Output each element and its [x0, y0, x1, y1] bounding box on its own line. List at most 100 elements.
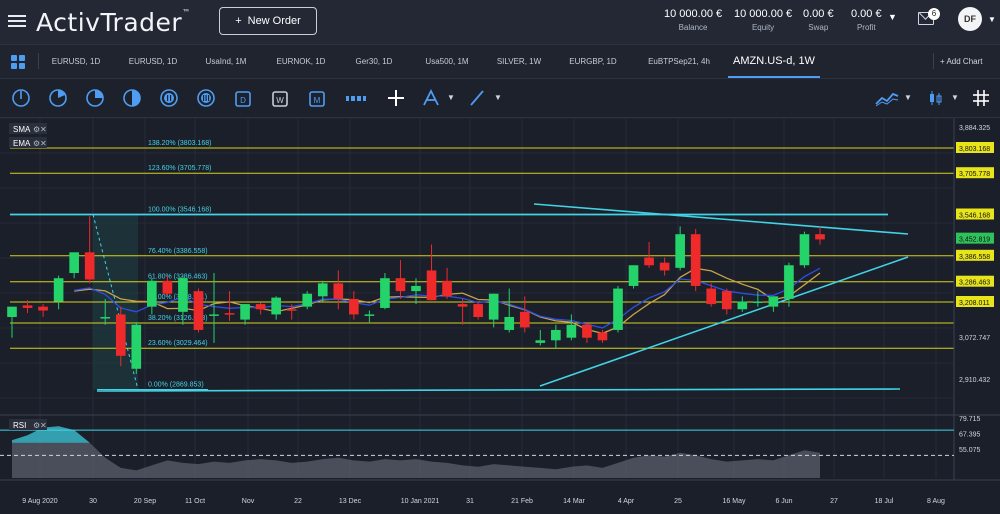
rsi-close-icon: ✕ — [40, 421, 47, 430]
candle-down — [721, 291, 732, 310]
trend-lines — [96, 203, 909, 392]
tab-ger30-1d[interactable]: Ger30, 1D — [355, 57, 393, 66]
price-tag-label: 3,803.168 — [959, 146, 990, 153]
pie-quarter-icon[interactable] — [84, 87, 106, 109]
top-bar: ActivTrader™ + New Order 10 000.00 € Bala… — [0, 0, 1000, 45]
circle-bars-2-icon[interactable] — [195, 87, 217, 109]
sma-close-icon[interactable]: ✕ — [40, 125, 47, 134]
half-circle-icon[interactable] — [121, 87, 143, 109]
price-axis: 3,884.325 3,803.168 3,705.778 3,546.168 3,45… — [953, 118, 994, 480]
candle-up — [753, 301, 763, 303]
candle-up — [100, 317, 111, 319]
ema-tag[interactable] — [9, 137, 47, 148]
candle-up — [240, 304, 250, 320]
pitchfork-dropdown-icon[interactable]: ▼ — [447, 93, 455, 102]
price-tag — [956, 167, 994, 179]
price-tag — [956, 249, 994, 261]
tab-usaind-1m[interactable]: UsaInd, 1M — [205, 57, 247, 66]
candle-down — [22, 305, 33, 308]
tab-eurgbp-1d[interactable]: EURGBP, 1D — [569, 57, 617, 66]
profit-dropdown-icon[interactable]: ▼ — [888, 12, 897, 22]
candle-down — [38, 306, 48, 311]
ema-label: EMA — [13, 139, 31, 148]
fib-level-label: 76.40% (3386.558) — [148, 248, 208, 255]
tab-eubtpsep21-4h[interactable]: EuBTPSep21, 4h — [648, 57, 710, 66]
fib-level-label: 0.00% (2869.853) — [148, 382, 204, 389]
ema-close-icon[interactable]: ✕ — [40, 139, 47, 148]
svg-text:D: D — [240, 96, 246, 105]
candle-up — [209, 314, 219, 316]
candle-down — [473, 304, 483, 318]
crosshair-icon[interactable] — [10, 87, 32, 109]
candle-up — [551, 329, 561, 341]
tab-eurusd-1d-2[interactable]: EURUSD, 1D — [128, 57, 178, 66]
candle-down — [84, 252, 95, 280]
tab-divider — [933, 53, 934, 69]
layout-grid-icon[interactable] — [11, 55, 25, 69]
rsi-tag — [9, 419, 47, 430]
balance-metric: 10 000.00 € Balance — [664, 8, 723, 32]
sma-gear-icon[interactable]: ⚙ — [33, 125, 40, 134]
candle-down — [582, 324, 592, 338]
candle-up — [69, 252, 79, 274]
time-axis-label: 8 Aug — [927, 498, 945, 505]
time-axis-label: 21 Feb — [511, 498, 533, 505]
price-axis-label: 3,884.325 — [959, 125, 990, 132]
candle-down — [442, 280, 452, 297]
avatar[interactable]: DF — [958, 7, 982, 31]
time-axis-label: 6 Jun — [775, 498, 792, 505]
fib-level-label: 138.20% (3803.168) — [148, 140, 211, 147]
pitchfork-icon[interactable] — [420, 87, 442, 109]
calendar-m-icon[interactable]: M — [306, 87, 328, 109]
rsi-axis-label: 79.715 — [959, 416, 981, 423]
bar-pattern-icon[interactable] — [343, 87, 369, 109]
candle-down — [395, 278, 406, 292]
support-trendline — [539, 256, 909, 387]
base-line — [96, 388, 901, 392]
candle-up — [768, 296, 779, 307]
hamburger-menu-icon[interactable] — [8, 12, 26, 28]
candle-up — [566, 324, 577, 338]
cross-move-icon[interactable] — [385, 87, 407, 109]
plus-icon: + — [235, 15, 242, 27]
time-axis-label: 9 Aug 2020 — [22, 498, 58, 505]
line-draw-icon[interactable] — [466, 87, 488, 109]
tab-silver-1w[interactable]: SILVER, 1W — [496, 57, 542, 66]
candle-down — [255, 304, 266, 310]
grid-icon[interactable] — [970, 87, 992, 109]
candle-icon[interactable] — [924, 87, 946, 109]
tab-divider — [38, 53, 39, 69]
area-chart-dropdown-icon[interactable]: ▼ — [904, 93, 912, 102]
calendar-w-icon[interactable]: W — [269, 87, 291, 109]
pie-icon[interactable] — [47, 87, 69, 109]
time-axis-label: 25 — [674, 498, 682, 505]
avatar-dropdown-icon[interactable]: ▼ — [988, 15, 996, 24]
candle-up — [737, 301, 748, 310]
tab-amzn-1w[interactable]: AMZN.US-d, 1W — [728, 45, 820, 78]
app-logo[interactable]: ActivTrader™ — [36, 8, 191, 37]
fib-level-label: 100.00% (3546.168) — [148, 206, 211, 213]
calendar-d-icon[interactable]: D — [232, 87, 254, 109]
candle-down — [815, 234, 825, 240]
candle-up — [380, 278, 390, 308]
candle-up — [675, 234, 685, 268]
tab-eurnok-1d[interactable]: EURNOK, 1D — [276, 57, 326, 66]
candle-up — [7, 306, 17, 318]
tab-eurusd-1d[interactable]: EURUSD, 1D — [51, 57, 101, 66]
sma-tag[interactable] — [9, 123, 47, 134]
fib-level-label: 61.80% (3286.463) — [148, 274, 208, 281]
ema-gear-icon[interactable]: ⚙ — [33, 139, 40, 148]
price-chart[interactable]: 138.20% (3803.168) 123.60% (3705.778) 100.… — [0, 118, 1000, 514]
price-tag — [956, 232, 994, 244]
add-chart-button[interactable]: + Add Chart — [940, 57, 983, 66]
new-order-button[interactable]: + New Order — [219, 7, 317, 35]
tab-usa500-1m[interactable]: Usa500, 1M — [425, 57, 469, 66]
circle-bars-icon[interactable] — [158, 87, 180, 109]
area-chart-icon[interactable] — [873, 87, 901, 109]
line-dropdown-icon[interactable]: ▼ — [494, 93, 502, 102]
candle-up — [131, 324, 142, 369]
time-axis-label: 14 Mar — [563, 498, 585, 505]
svg-text:W: W — [276, 96, 284, 105]
candle-down — [349, 298, 359, 315]
candle-dropdown-icon[interactable]: ▼ — [951, 93, 959, 102]
